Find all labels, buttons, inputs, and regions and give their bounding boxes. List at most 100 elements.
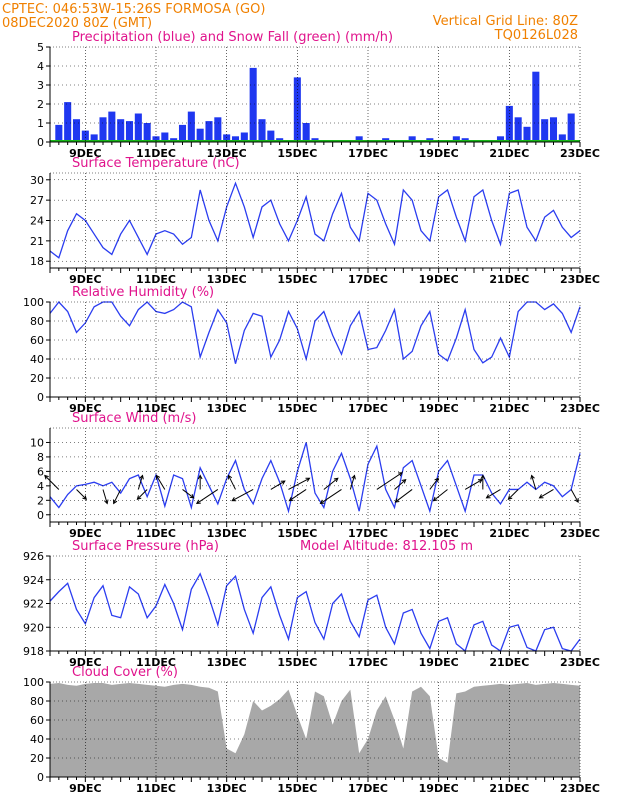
x-tick-label: 11DEC	[136, 656, 176, 669]
wind-vector	[531, 475, 537, 490]
wind-panel: 0 24 68 10 9DEC 11DEC 13DEC 15DEC 17DEC 19DEC 21DE…	[30, 427, 600, 540]
x-tick-label: 15DEC	[277, 656, 317, 669]
x-tick-label: 19DEC	[419, 527, 459, 540]
y-tick-label: 20	[30, 752, 44, 765]
pressure-panel: 918 920 922 924 926 9DEC 11DEC 13DEC 15DEC 17DEC 1…	[23, 550, 600, 669]
x-tick-label: 17DEC	[348, 656, 388, 669]
pressure-line	[49, 572, 581, 653]
wind-vector	[394, 479, 407, 490]
wind-vector	[376, 472, 403, 490]
precip-bar	[355, 136, 363, 142]
y-tick-label: 918	[23, 645, 44, 658]
x-tick-label: 9DEC	[69, 656, 101, 669]
y-tick-label: 2	[37, 494, 44, 507]
precip-bar	[178, 124, 187, 142]
y-tick-label: 18	[30, 255, 44, 268]
wind-vector	[433, 489, 448, 502]
wind-vector-head	[538, 494, 544, 499]
y-tick-label: 10	[30, 436, 44, 449]
wind-vector	[288, 477, 310, 490]
y-tick-label: 922	[23, 598, 44, 611]
y-tick-label: 0	[37, 509, 44, 522]
precip-bar	[81, 130, 89, 142]
precip-bar	[108, 111, 116, 142]
precip-bar	[240, 132, 248, 142]
x-tick-label: 19DEC	[419, 782, 459, 795]
wind-vector	[196, 489, 219, 504]
x-tick-label: 21DEC	[489, 782, 529, 795]
x-tick-label: 9DEC	[69, 782, 101, 795]
wind-vector	[486, 489, 501, 499]
wind-vector-head	[197, 474, 203, 480]
temp-line	[49, 181, 581, 259]
wind-vector-head	[280, 480, 286, 485]
rh-panel: 0 20 40 60 80 100 9DEC 11DEC 13DEC 15DEC 17DEC 19DE…	[23, 296, 600, 415]
wind-vector	[137, 489, 148, 500]
y-tick-label: 8	[37, 451, 44, 464]
y-tick-label: 30	[30, 174, 44, 187]
precip-bar	[134, 113, 142, 142]
precip-panel: 0 1 2 3 4 5 9DEC 11DEC 13DEC 15DEC 17DEC 19DEC 21DEC…	[37, 41, 600, 160]
wind-vector-head	[195, 499, 201, 505]
wind-line	[49, 442, 581, 514]
wind-vector	[137, 475, 144, 490]
y-tick-label: 920	[23, 621, 44, 634]
wind-vector-head	[432, 496, 438, 502]
precip-bar	[532, 71, 540, 142]
x-tick-label: 9DEC	[69, 402, 101, 415]
y-tick-label: 24	[30, 215, 44, 228]
temp-panel: 18 21 24 27 30 9DEC 11DEC 13DEC 15DEC 17DEC 19DEC 2…	[30, 172, 600, 286]
precip-bar	[523, 126, 531, 142]
wind-vector	[231, 489, 254, 502]
wind-vector	[395, 489, 413, 503]
x-tick-label: 17DEC	[348, 273, 388, 286]
x-tick-label: 21DEC	[489, 527, 529, 540]
x-tick-label: 15DEC	[277, 147, 317, 160]
x-tick-label: 21DEC	[489, 273, 529, 286]
wind-vector-head	[398, 472, 403, 477]
x-tick-label: 19DEC	[419, 273, 459, 286]
wind-vector-head	[401, 478, 407, 484]
wind-vector	[570, 489, 579, 503]
temp-title: Surface Temperature (nC)	[72, 156, 240, 171]
y-tick-label: 80	[30, 695, 44, 708]
x-tick-label: 13DEC	[207, 273, 247, 286]
x-tick-label: 9DEC	[69, 527, 101, 540]
y-tick-label: 926	[23, 550, 44, 563]
wind-vector	[539, 489, 554, 499]
wind-vector-head	[480, 474, 486, 480]
y-tick-label: 4	[37, 480, 44, 493]
x-tick-label: 23DEC	[560, 527, 600, 540]
precip-bar	[187, 111, 195, 142]
wind-vector-head	[288, 496, 294, 502]
x-tick-label: 23DEC	[560, 273, 600, 286]
precip-bar	[152, 136, 160, 142]
y-tick-label: 100	[23, 296, 44, 309]
wind-vector	[182, 489, 194, 499]
x-tick-label: 15DEC	[277, 402, 317, 415]
precip-bar	[55, 124, 63, 142]
x-tick-label: 13DEC	[207, 402, 247, 415]
precip-bar	[196, 128, 204, 142]
wind-vector-head	[155, 474, 161, 480]
precip-bar	[302, 123, 310, 142]
x-tick-label: 11DEC	[136, 147, 176, 160]
precip-bar	[452, 136, 460, 142]
wind-vector-head	[305, 477, 311, 482]
x-tick-label: 17DEC	[348, 782, 388, 795]
precip-bar	[161, 132, 169, 142]
wind-vector	[508, 489, 519, 500]
wind-vector	[113, 489, 122, 504]
precip-bar	[99, 117, 107, 142]
wind-title: Surface Wind (m/s)	[72, 411, 196, 426]
precip-bar	[143, 123, 151, 142]
y-tick-label: 40	[30, 733, 44, 746]
y-tick-label: 2	[37, 98, 44, 111]
wind-vector-head	[189, 494, 195, 499]
precip-bar	[293, 77, 301, 142]
precip-bar	[223, 134, 231, 142]
x-tick-label: 13DEC	[207, 527, 247, 540]
wind-vector-head	[434, 477, 439, 483]
x-tick-label: 17DEC	[348, 527, 388, 540]
cloud-title: Cloud Cover (%)	[72, 665, 178, 680]
